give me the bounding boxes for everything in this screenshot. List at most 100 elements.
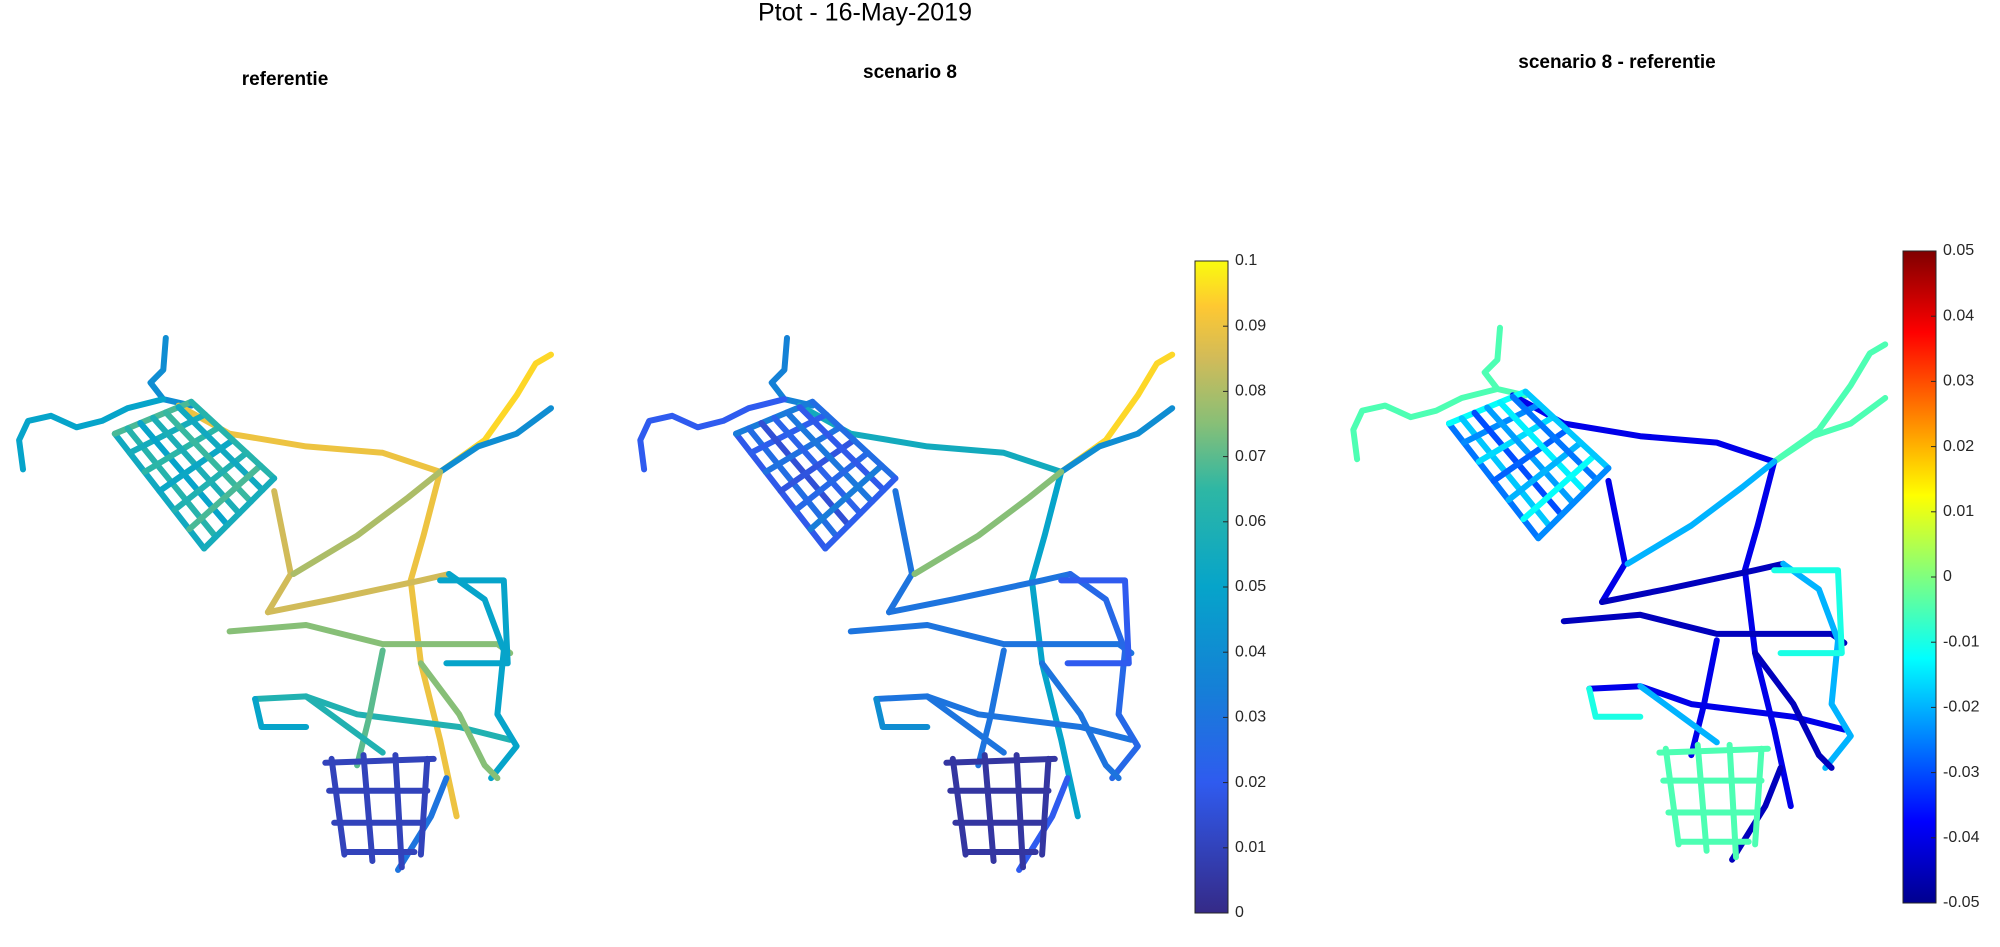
network-edge <box>1520 452 1598 523</box>
network-edge <box>1067 571 1141 782</box>
network-edge <box>354 647 386 769</box>
network-edge <box>1656 745 1771 756</box>
network-edge <box>1780 560 1854 771</box>
network-edge <box>322 755 437 766</box>
panel-title: scenario 8 - referentie <box>1518 52 1715 73</box>
network-edge <box>637 396 788 473</box>
network-edge <box>1771 395 1889 465</box>
colorbar-tick-label: -0.02 <box>1943 699 1980 716</box>
network-edge <box>437 351 554 475</box>
colorbar-tick-label: 0.04 <box>1235 643 1266 660</box>
network-edge <box>1662 745 1682 848</box>
network-edge <box>264 488 294 616</box>
network-edge <box>188 398 278 482</box>
network-edge <box>1535 465 1612 542</box>
network-edge <box>1771 341 1889 465</box>
network-edge <box>1637 683 1720 746</box>
network-edge <box>873 696 931 730</box>
network-edge <box>328 755 348 858</box>
map-network <box>16 335 554 873</box>
network-edge <box>1560 611 1848 646</box>
network-edge <box>147 335 195 409</box>
colorbar-tick-label: -0.03 <box>1943 764 1980 781</box>
network-edge <box>1771 567 1845 657</box>
network-edge <box>924 693 1007 756</box>
network-edge <box>1350 386 1501 463</box>
network-edge <box>417 660 501 782</box>
network-edge <box>392 752 405 871</box>
network-edge <box>437 577 511 667</box>
network-edge <box>252 696 310 730</box>
colorbar-tick-label: 0.02 <box>1235 774 1266 791</box>
colorbar-tick-label: 0.05 <box>1943 242 1974 259</box>
network-edge <box>290 468 444 577</box>
colorbar-tick-label: 0.03 <box>1943 373 1974 390</box>
network-edge <box>768 335 816 409</box>
network-edge <box>1726 741 1739 861</box>
network-edge <box>1599 560 1787 605</box>
network-edge <box>1028 468 1081 820</box>
network-edge <box>847 622 1135 657</box>
network-edge <box>201 475 278 552</box>
network-edge <box>1039 660 1122 782</box>
colorbar-tick-label: 0.01 <box>1235 839 1266 856</box>
network-edge <box>943 755 1058 766</box>
network-edge <box>975 647 1007 769</box>
colorbar-tick-label: 0.01 <box>1943 503 1974 520</box>
colorbar-tick-label: 0.07 <box>1235 448 1266 465</box>
colorbar-tick-label: -0.01 <box>1943 633 1980 650</box>
network-edge <box>446 571 520 782</box>
colorbar-tick-label: 0.02 <box>1943 438 1974 455</box>
network-edge <box>1039 755 1052 858</box>
colorbar-tick-label: 0.1 <box>1235 252 1257 269</box>
colorbar <box>1194 260 1229 914</box>
panel-title: referentie <box>242 69 329 90</box>
network-edge <box>1752 745 1765 848</box>
colorbar-tick-label: 0.08 <box>1235 383 1266 400</box>
network-edge <box>407 468 460 820</box>
network-edge <box>822 475 899 552</box>
colorbar-tick-label: 0.06 <box>1235 513 1266 530</box>
network-edge <box>437 405 554 475</box>
network-edge <box>1741 458 1794 810</box>
colorbar-tick-label: 0.05 <box>1235 578 1266 595</box>
network-edge <box>1752 650 1835 771</box>
colorbar-tick-label: 0 <box>1943 568 1952 585</box>
network-edge <box>886 571 1074 616</box>
network-edge <box>1509 392 1778 465</box>
network-edge <box>264 571 452 616</box>
network-edge <box>1586 685 1644 720</box>
network-edge <box>175 402 444 475</box>
network-edge <box>1624 458 1778 567</box>
network-edge <box>949 755 969 858</box>
network-edge <box>1013 752 1026 871</box>
figure-title: Ptot - 16-May-2019 <box>758 0 972 27</box>
network-edge <box>886 488 915 616</box>
map-network <box>1350 324 1889 863</box>
network-edge <box>417 755 431 858</box>
colorbar-tick-label: -0.04 <box>1943 829 1980 846</box>
network-edge <box>303 693 386 756</box>
network-edge <box>981 752 997 864</box>
colorbar-tick-label: -0.05 <box>1943 894 1980 911</box>
network-edge <box>809 398 899 482</box>
network-edge <box>1522 388 1612 472</box>
network-edge <box>1694 741 1710 854</box>
colorbar-tick-label: 0 <box>1235 904 1244 921</box>
network-edge <box>1599 477 1628 605</box>
colorbar-tick-label: 0.09 <box>1235 317 1266 334</box>
colorbar <box>1902 250 1937 904</box>
map-network <box>637 335 1176 873</box>
network-edge <box>360 752 376 864</box>
network-edge <box>1481 324 1529 399</box>
panel-title: scenario 8 <box>863 62 957 83</box>
colorbar-tick-label: 0.04 <box>1943 307 1974 324</box>
network-edge <box>1058 577 1132 667</box>
network-edge <box>226 622 514 657</box>
colorbar-tick-label: 0.03 <box>1235 709 1266 726</box>
network-edge <box>16 396 167 473</box>
network-edge <box>1058 351 1176 475</box>
network-edge <box>911 468 1065 577</box>
network-edge <box>186 462 264 533</box>
